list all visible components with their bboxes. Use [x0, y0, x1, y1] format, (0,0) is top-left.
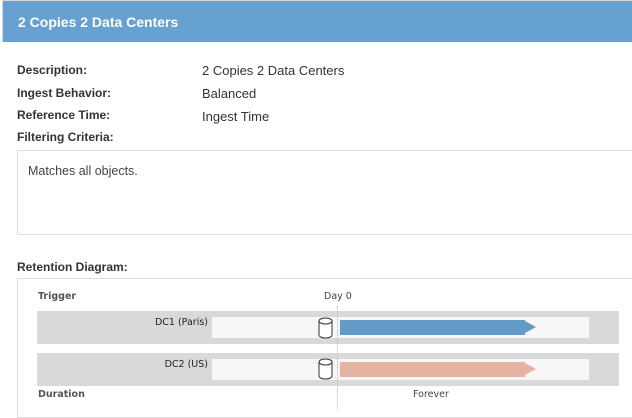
filtering-criteria-label: Filtering Criteria:	[17, 130, 114, 144]
retention-bar-dc2	[340, 362, 525, 377]
page-header: 2 Copies 2 Data Centers	[2, 0, 632, 42]
page-title: 2 Copies 2 Data Centers	[18, 14, 179, 30]
site-label: DC1 (Paris)	[154, 317, 208, 328]
description-label: Description:	[17, 63, 88, 77]
ingest-behavior-label: Ingest Behavior:	[17, 86, 112, 100]
arrow-right-icon	[525, 321, 536, 333]
filtering-criteria-box: Matches all objects.	[17, 150, 632, 235]
ingest-behavior-value: Balanced	[202, 86, 257, 101]
trigger-value: Day 0	[324, 291, 352, 302]
duration-label: Duration	[38, 389, 85, 400]
duration-value: Forever	[413, 389, 449, 400]
retention-bar-dc1	[340, 320, 525, 335]
filtering-criteria-text: Matches all objects.	[28, 164, 138, 178]
retention-diagram-label: Retention Diagram:	[17, 260, 128, 274]
reference-time-value: Ingest Time	[202, 109, 270, 124]
description-value: 2 Copies 2 Data Centers	[202, 63, 345, 78]
disk-cylinder-icon	[318, 317, 333, 339]
reference-time-label: Reference Time:	[17, 108, 111, 122]
trigger-label: Trigger	[38, 291, 77, 302]
arrow-right-icon	[525, 363, 536, 375]
disk-cylinder-icon	[318, 358, 333, 380]
site-label: DC2 (US)	[164, 359, 208, 370]
day0-divider	[337, 306, 338, 410]
